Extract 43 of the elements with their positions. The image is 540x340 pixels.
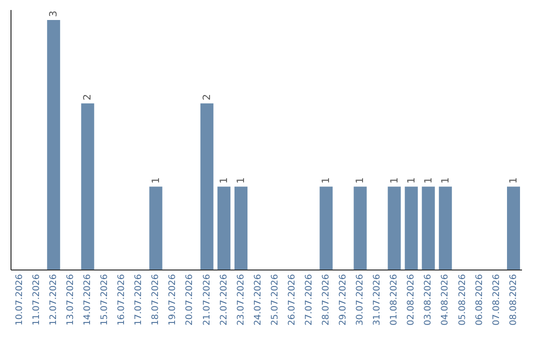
x-tick-label: 21.07.2026 (202, 274, 212, 326)
x-tick-label: 08.08.2026 (508, 274, 519, 326)
x-tick-label: 03.08.2026 (424, 274, 434, 326)
data-label: 1 (440, 177, 452, 184)
x-tick-label: 30.07.2026 (356, 274, 366, 326)
data-label: 1 (389, 177, 400, 184)
data-label: 1 (508, 177, 520, 184)
data-label: 1 (406, 177, 418, 184)
x-tick-label: 12.07.2026 (48, 274, 59, 326)
data-label: 2 (82, 94, 94, 100)
x-tick-label: 11.07.2026 (32, 274, 42, 326)
x-tick-label: 24.07.2026 (253, 274, 264, 326)
data-label: 1 (355, 177, 366, 184)
x-tick-label: 10.07.2026 (14, 274, 25, 326)
x-tick-label: 01.08.2026 (390, 274, 400, 326)
x-tick-label: 19.07.2026 (168, 274, 178, 326)
data-label: 3 (48, 10, 60, 17)
data-label: 1 (321, 177, 332, 184)
x-tick-label: 28.07.2026 (322, 274, 332, 326)
x-tick-label: 17.07.2026 (134, 274, 144, 326)
x-tick-label: 31.07.2026 (372, 274, 383, 326)
x-tick-label: 16.07.2026 (117, 274, 128, 326)
x-tick-label: 15.07.2026 (100, 274, 110, 326)
x-tick-label: 04.08.2026 (440, 274, 451, 326)
x-tick-label: 26.07.2026 (287, 274, 298, 326)
x-tick-label: 13.07.2026 (66, 274, 76, 326)
x-tick-label: 02.08.2026 (406, 274, 417, 326)
data-label: 1 (236, 177, 247, 184)
x-tick-label: 14.07.2026 (83, 274, 94, 326)
data-label: 1 (150, 177, 162, 184)
x-tick-label: 25.07.2026 (270, 274, 280, 326)
data-label: 1 (218, 177, 230, 184)
x-tick-label: 23.07.2026 (236, 274, 246, 326)
x-tick-label: 18.07.2026 (151, 274, 162, 326)
x-tick-label: 29.07.2026 (338, 274, 349, 326)
x-tick-label: 07.08.2026 (492, 274, 502, 326)
x-tick-label: 05.08.2026 (458, 274, 468, 326)
data-label: 2 (202, 94, 213, 100)
x-tick-label: 06.08.2026 (474, 274, 485, 326)
x-tick-label: 22.07.2026 (219, 274, 230, 326)
x-tick-label: 20.07.2026 (185, 274, 196, 326)
data-label: 1 (423, 177, 434, 184)
x-tick-label: 27.07.2026 (304, 274, 314, 326)
